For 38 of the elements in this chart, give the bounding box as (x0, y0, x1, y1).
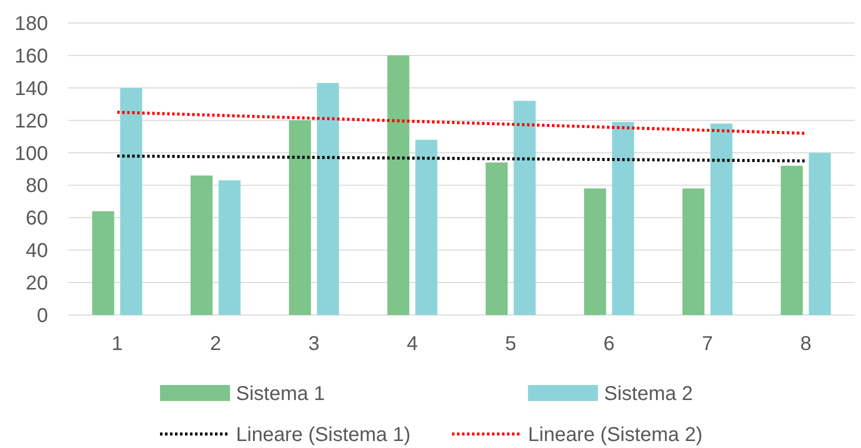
bar (710, 124, 732, 315)
x-tick-label: 7 (702, 333, 713, 355)
y-tick-label: 140 (14, 78, 48, 100)
x-tick-label: 3 (308, 333, 320, 355)
bar (486, 162, 508, 315)
legend-label: Sistema 1 (236, 383, 325, 405)
bar (387, 55, 410, 315)
bar (316, 83, 339, 315)
x-tick-label: 8 (800, 333, 812, 355)
bar (190, 175, 213, 315)
bar (415, 140, 438, 315)
bar (682, 188, 704, 315)
bar (808, 152, 831, 315)
x-tick-label: 6 (604, 333, 615, 355)
y-tick-label: 40 (26, 240, 48, 262)
y-tick-label: 180 (14, 13, 48, 35)
y-tick-label: 160 (14, 45, 48, 68)
y-tick-label: 100 (14, 142, 48, 165)
y-tick-label: 0 (36, 305, 48, 327)
y-tick-label: 120 (14, 110, 48, 132)
x-tick-label: 1 (112, 333, 123, 355)
bar (612, 122, 634, 315)
legend-label: Sistema 2 (604, 383, 693, 405)
x-tick-label: 4 (406, 333, 418, 355)
y-tick-label: 60 (26, 208, 48, 230)
bar (92, 211, 114, 315)
bar (514, 100, 536, 315)
x-tick-label: 2 (210, 333, 222, 355)
bar (584, 188, 606, 315)
legend-label: Lineare (Sistema 1) (236, 424, 411, 446)
bar (780, 166, 803, 315)
bar (218, 180, 241, 315)
legend-label: Lineare (Sistema 2) (528, 424, 703, 446)
y-tick-label: 20 (26, 272, 48, 295)
x-tick-label: 5 (505, 333, 516, 355)
y-tick-label: 80 (26, 175, 48, 198)
bar (288, 120, 311, 315)
bar (120, 88, 142, 315)
